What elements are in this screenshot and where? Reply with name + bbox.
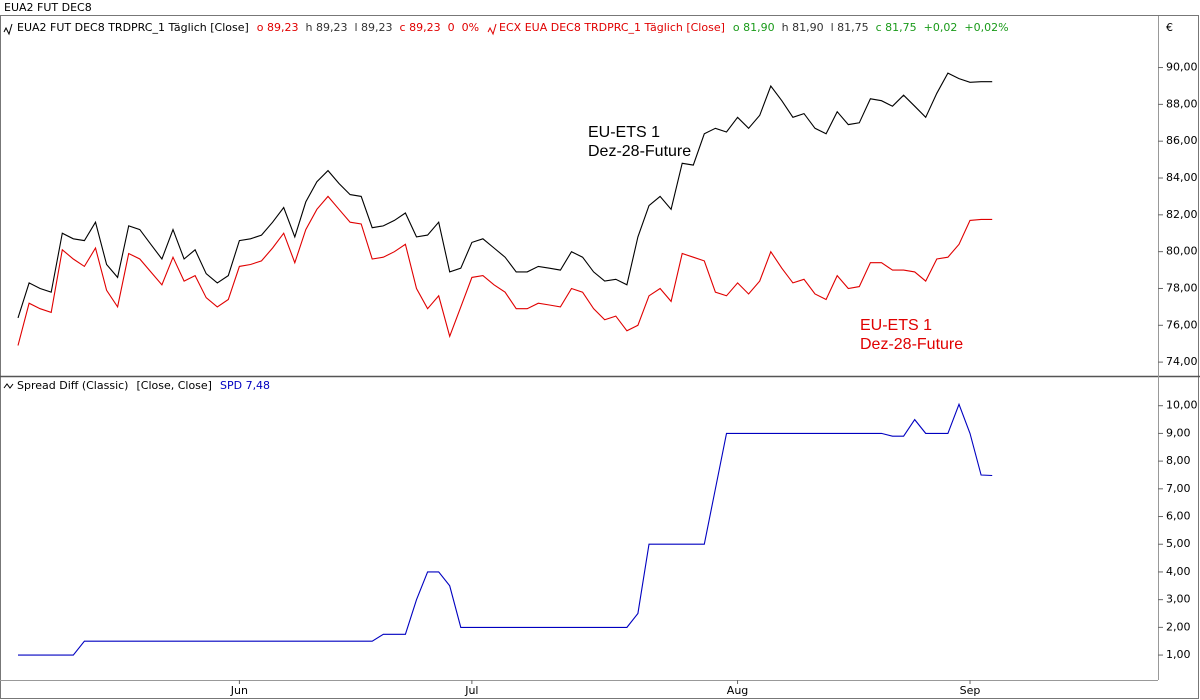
series-line (17, 195, 993, 346)
series-line (18, 402, 993, 656)
legend-params: [Close, Close] (136, 379, 212, 392)
legend-name: Spread Diff (Classic) (17, 379, 128, 392)
legend-stat: o 81,90 (733, 21, 775, 34)
x-tick-label: Sep (960, 684, 981, 697)
y-tick-label: 76,00 (1166, 318, 1198, 331)
y-tick-label: 7,00 (1166, 482, 1191, 495)
legend-stat: 0 (448, 21, 455, 34)
window-title: EUA2 FUT DEC8 (4, 1, 92, 14)
legend-stat: l 81,75 (831, 21, 869, 34)
legend-name: EUA2 FUT DEC8 TRDPRC_1 Täglich [Close] (17, 21, 249, 34)
frame (0, 15, 1199, 699)
legend-stat: c 81,75 (876, 21, 917, 34)
y-tick-label: 3,00 (1166, 593, 1191, 606)
y-tick-label: 82,00 (1166, 208, 1198, 221)
annotation: Dez-28-Future (860, 336, 963, 353)
x-tick-label: Jul (464, 684, 478, 697)
annotation: EU-ETS 1 (588, 124, 660, 141)
x-tick-label: Jun (230, 684, 248, 697)
legend-stat: 0% (462, 21, 479, 34)
legend-stat: +0,02 (924, 21, 958, 34)
y-tick-label: 88,00 (1166, 97, 1198, 110)
legend-stat: c 89,23 (400, 21, 441, 34)
legend-icon (3, 383, 14, 389)
y-tick-label: 4,00 (1166, 565, 1191, 578)
y-tick-label: 8,00 (1166, 454, 1191, 467)
x-tick-label: Aug (727, 684, 748, 697)
unit-label: € (1166, 21, 1173, 34)
y-tick-label: 80,00 (1166, 245, 1198, 258)
y-tick-label: 9,00 (1166, 426, 1191, 439)
annotation: EU-ETS 1 (860, 317, 932, 334)
legend-stat: o 89,23 (257, 21, 299, 34)
legend-icon (3, 23, 13, 36)
legend-readout: SPD 7,48 (220, 379, 270, 392)
y-tick-label: 84,00 (1166, 171, 1198, 184)
y-tick-label: 78,00 (1166, 281, 1198, 294)
y-tick-label: 90,00 (1166, 61, 1198, 74)
y-tick-label: 86,00 (1166, 134, 1198, 147)
y-tick-label: 2,00 (1166, 620, 1191, 633)
y-tick-label: 1,00 (1166, 648, 1191, 661)
legend-name: ECX EUA DEC8 TRDPRC_1 Täglich [Close] (499, 21, 725, 34)
y-tick-label: 5,00 (1166, 537, 1191, 550)
legend-stat: l 89,23 (354, 21, 392, 34)
y-tick-label: 10,00 (1166, 399, 1198, 412)
legend-icon (487, 23, 497, 36)
legend-stat: +0,02% (964, 21, 1008, 34)
y-tick-label: 74,00 (1166, 355, 1198, 368)
series-line (17, 72, 993, 319)
legend-stat: h 81,90 (782, 21, 824, 34)
legend-stat: h 89,23 (306, 21, 348, 34)
y-tick-label: 6,00 (1166, 510, 1191, 523)
annotation: Dez-28-Future (588, 143, 691, 160)
